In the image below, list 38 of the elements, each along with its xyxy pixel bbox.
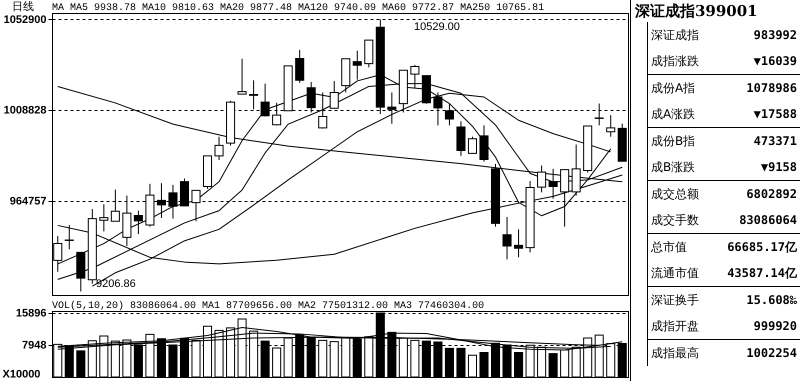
text: 999920 <box>754 318 797 335</box>
text: 深证成指 <box>651 27 699 44</box>
text: 成指最高 <box>651 345 699 362</box>
text: 成A涨跌 <box>651 106 696 123</box>
text: 成交总额 <box>651 186 699 203</box>
text: 深证成指399001 <box>634 1 759 22</box>
text: 6802892 <box>746 186 797 203</box>
text: 成份B指 <box>651 133 696 150</box>
text: 15.608‰ <box>746 292 797 309</box>
y-tick-label: 1008828 <box>4 104 46 117</box>
text: 流通市值 <box>651 265 699 282</box>
y-axis-title: X10000 <box>2 368 40 380</box>
text: 成B涨跌 <box>651 159 696 176</box>
text: 1078986 <box>746 80 797 97</box>
chart-title: 日线 <box>12 0 34 13</box>
y-tick-label: 7948 <box>22 340 46 352</box>
text: ▼17588 <box>754 106 797 123</box>
text: ▼9158 <box>760 159 797 176</box>
text: 83086064 <box>739 212 797 229</box>
text: 473371 <box>754 133 797 150</box>
text: 深证换手 <box>651 292 699 309</box>
y-tick-label: 15896 <box>16 308 46 320</box>
text: 成指开盘 <box>651 318 699 335</box>
text: 1002254 <box>746 345 797 362</box>
y-tick-label: 964757 <box>10 195 46 208</box>
text: ▼16039 <box>754 53 797 70</box>
text: 成指涨跌 <box>651 53 699 70</box>
annotation: 9206.86 <box>96 278 136 290</box>
y-tick-label: 1052900 <box>4 14 46 26</box>
text: 成份A指 <box>651 80 696 97</box>
annotation: MA MA5 9938.78 MA10 9810.63 MA20 9877.48 MA120 9740.09 MA60 9772.87 MA250 10765.81 <box>52 3 544 14</box>
text: 成交手数 <box>651 212 699 229</box>
text: 43587.14亿 <box>727 265 797 282</box>
text: 983992 <box>754 27 797 44</box>
text: 66685.17亿 <box>727 239 797 256</box>
text: 总市值 <box>651 239 687 256</box>
annotation: VOL(5,10,20) 83086064.00 MA1 87709656.00 MA2 77501312.00 MA3 77460304.00 <box>52 300 484 312</box>
annotation: 10529.00 <box>414 21 460 33</box>
